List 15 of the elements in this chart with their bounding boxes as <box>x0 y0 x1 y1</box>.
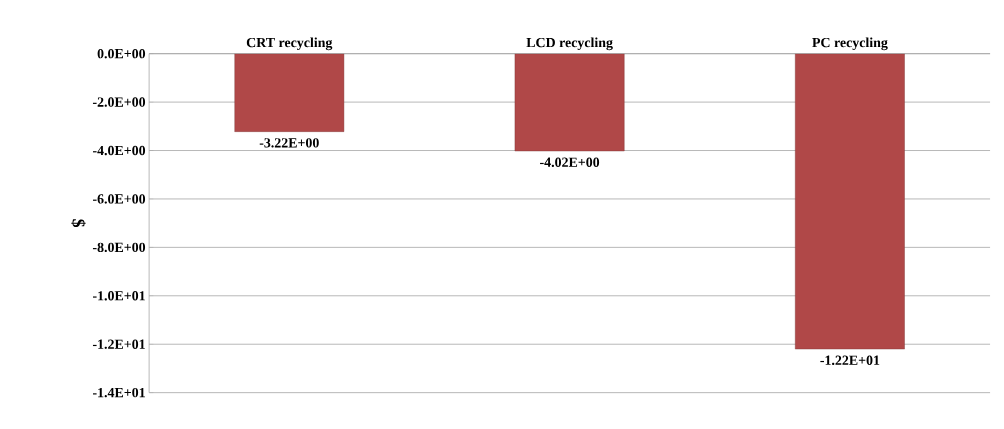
y-tick-label: -4.0E+00 <box>92 145 146 156</box>
data-label: -3.22E+00 <box>259 137 319 148</box>
y-tick-label: 0.0E+00 <box>97 48 146 59</box>
x-tick-label: LCD recycling <box>526 37 613 50</box>
y-axis-title: $ <box>71 219 86 227</box>
y-tick-label: -6.0E+00 <box>92 194 146 204</box>
y-tick-label: -2.0E+00 <box>92 97 146 107</box>
y-tick-label: -1.4E+01 <box>92 387 145 398</box>
y-tick-label: -1.2E+01 <box>92 339 145 349</box>
data-label: -4.02E+00 <box>540 157 600 167</box>
data-label: -1.22E+01 <box>820 355 880 365</box>
y-tick-label: -1.0E+01 <box>92 290 145 301</box>
y-tick-label: -8.0E+00 <box>92 242 146 252</box>
x-tick-label: PC recycling <box>812 37 888 50</box>
x-tick-label: CRT recycling <box>246 37 333 50</box>
